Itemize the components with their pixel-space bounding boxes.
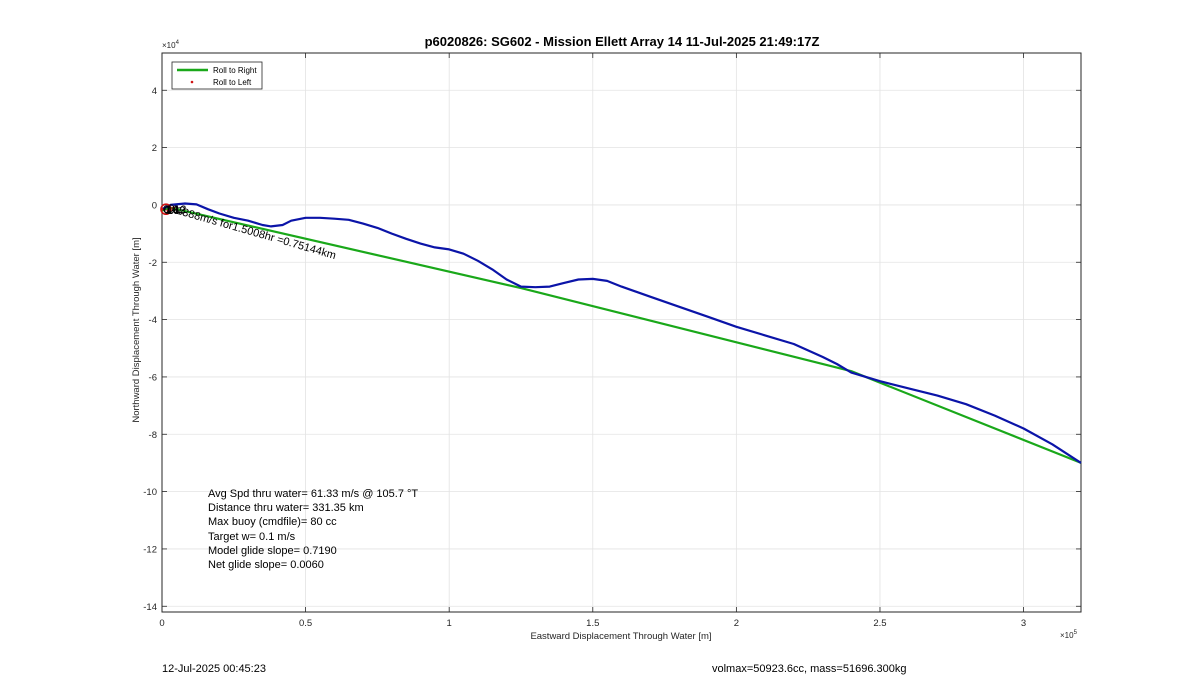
series xyxy=(160,202,1082,464)
segment-label-4: 163 xyxy=(167,205,185,217)
stats-max-buoy: Max buoy (cmdfile)= 80 cc xyxy=(208,516,337,528)
legend-label-roll-right: Roll to Right xyxy=(213,66,257,75)
series-roll-left-point xyxy=(172,206,175,210)
x-axis-label: Eastward Displacement Through Water [m] xyxy=(530,631,711,642)
svg-text:×105: ×105 xyxy=(1060,630,1078,640)
segment-label-1: 1.12 xyxy=(165,204,186,216)
footer-info: volmax=50923.6cc, mass=51696.300kg xyxy=(712,663,907,675)
legend-swatch-roll-left xyxy=(190,80,194,84)
x-exponent-base: 10 xyxy=(1065,631,1074,640)
y-exponent: ×104 xyxy=(162,40,180,50)
legend: Roll to Right Roll to Left xyxy=(171,61,263,90)
x-tick-label: 2 xyxy=(734,618,739,629)
x-exponent-power: 5 xyxy=(1074,630,1078,636)
start-markers xyxy=(160,203,172,216)
series-roll-left-point xyxy=(166,209,170,212)
y-tick-label: -6 xyxy=(149,372,157,383)
y-tick-label: -2 xyxy=(149,258,157,269)
plot-frame xyxy=(161,52,1082,613)
y-tick-label: 4 xyxy=(152,86,157,97)
y-tick-label: -4 xyxy=(149,315,157,326)
x-tick-label: 0 xyxy=(159,618,164,629)
series-track-line xyxy=(161,202,1082,464)
stats-target-w: Target w= 0.1 m/s xyxy=(208,531,296,543)
legend-label-roll-left: Roll to Left xyxy=(213,78,252,87)
x-tick-label: 1.5 xyxy=(586,618,599,629)
start-circle-marker xyxy=(160,203,172,216)
x-exponent: ×105 xyxy=(1060,630,1078,640)
svg-text:×104: ×104 xyxy=(162,40,180,50)
x-tick-label: 3 xyxy=(1021,618,1026,629)
segment-label-0: 0.0 xyxy=(163,204,178,216)
y-tick-label: -14 xyxy=(143,602,157,613)
stats-model-glide: Model glide slope= 0.7190 xyxy=(208,545,337,557)
x-tick-label: 0.5 xyxy=(299,618,312,629)
x-tick-label: 1 xyxy=(447,618,452,629)
stats-net-glide: Net glide slope= 0.0060 xyxy=(208,559,324,571)
chart-title: p6020826: SG602 - Mission Ellett Array 1… xyxy=(425,34,820,49)
segment-label-3: 14 xyxy=(166,204,178,216)
y-axis-label: Northward Displacement Through Water [m] xyxy=(131,237,142,422)
legend-box xyxy=(171,61,263,90)
footer-timestamp: 12-Jul-2025 00:45:23 xyxy=(162,663,266,675)
stats-block: Avg Spd thru water= 61.33 m/s @ 105.7 °T… xyxy=(208,488,418,571)
y-tick-label: -8 xyxy=(149,430,157,441)
axis-ticks: 0 0.5 1 1.5 2 2.5 3 4 2 0 -2 -4 -6 -8 -10 -12 -14 xyxy=(143,53,1081,629)
segment-label-2: 0.6 xyxy=(164,205,179,217)
segment-label-speed: 0.1388m/s for1.5008hr =0.75144km xyxy=(166,202,337,262)
y-tick-label: 0 xyxy=(152,200,157,211)
stats-avg-speed: Avg Spd thru water= 61.33 m/s @ 105.7 °T xyxy=(208,488,418,500)
y-exponent-base: 10 xyxy=(167,41,176,50)
y-exponent-power: 4 xyxy=(176,40,180,46)
y-tick-label: 2 xyxy=(152,143,157,154)
stats-distance: Distance thru water= 331.35 km xyxy=(208,502,364,514)
y-tick-label: -10 xyxy=(143,487,157,498)
series-roll-right-line xyxy=(161,206,1082,464)
grid xyxy=(161,53,1081,612)
segment-labels: 0.0 1.12 0.6 14 163 0.1388m/s for1.5008h… xyxy=(163,202,337,262)
x-tick-label: 2.5 xyxy=(873,618,886,629)
y-tick-label: -12 xyxy=(143,544,157,555)
